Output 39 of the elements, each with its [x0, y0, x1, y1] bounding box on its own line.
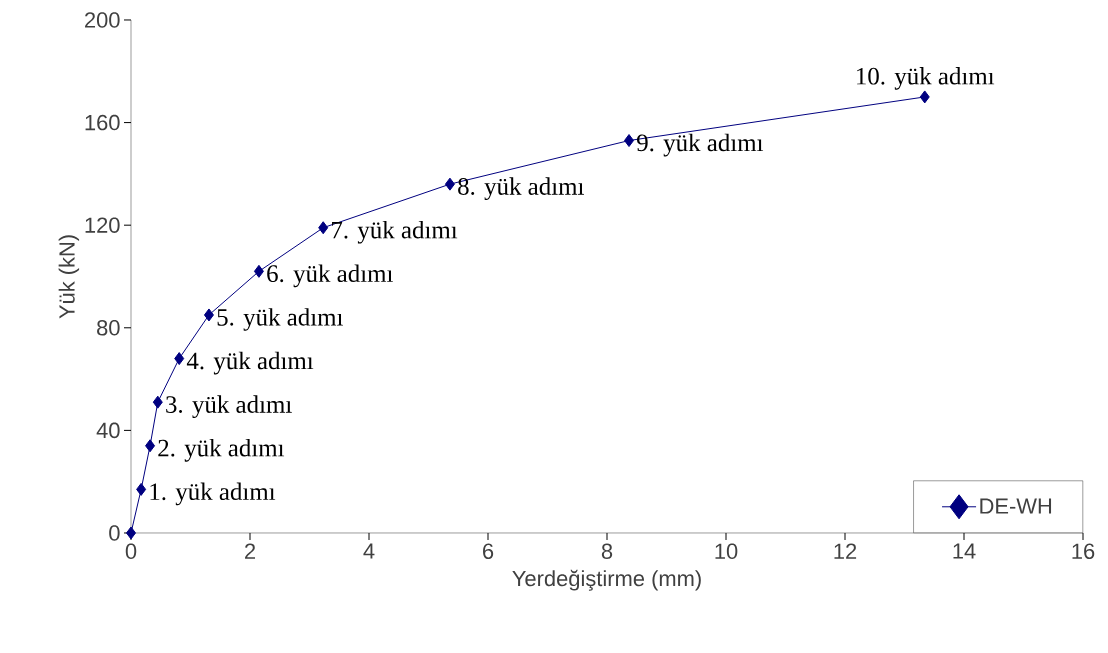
x-axis-title: Yerdeğiştirme (mm)	[512, 569, 701, 591]
y-axis-title: Yük (kN)	[58, 235, 80, 319]
point	[919, 90, 930, 104]
y-tick-label: 40	[96, 422, 120, 439]
point	[444, 177, 455, 191]
x-tick-label: 10	[715, 543, 738, 560]
x-tick-label: 6	[483, 543, 494, 560]
point	[253, 264, 264, 278]
point	[318, 221, 329, 235]
point	[126, 526, 137, 540]
x-tick-label: 16	[1072, 543, 1095, 560]
annotation: 5. yük adımı	[217, 308, 343, 331]
annotation: 10. yük adımı	[857, 67, 995, 90]
x-tick-label: 4	[363, 543, 375, 559]
annotation: 9. yük adımı	[637, 133, 764, 157]
point	[203, 308, 214, 322]
y-tick-label: 200	[85, 12, 120, 28]
y-tick-label: 80	[97, 320, 120, 336]
point	[136, 482, 147, 496]
annotation: 2. yük adımı	[158, 438, 285, 462]
point	[152, 395, 163, 409]
annotation: 3. yük adımı	[166, 395, 292, 419]
x-tick-label: 2	[245, 543, 256, 559]
legend-label: DE-WH	[980, 498, 1052, 514]
annotation: 4. yük adımı	[186, 351, 314, 375]
annotation: 8. yük adımı	[458, 177, 584, 200]
point	[174, 352, 185, 366]
x-tick-label: 0	[125, 543, 137, 560]
annotation: 7. yük adımı	[332, 220, 458, 244]
y-tick-label: 160	[85, 114, 120, 131]
annotation: 1. yük adımı	[150, 482, 276, 506]
point	[145, 439, 156, 453]
x-tick-label: 12	[834, 543, 857, 559]
annotation: 6. yük adımı	[267, 264, 393, 288]
x-tick-label: 8	[601, 543, 613, 560]
y-tick-label: 120	[85, 217, 120, 233]
y-tick-label: 0	[109, 525, 120, 541]
x-tick-label: 14	[953, 543, 976, 559]
point	[624, 134, 635, 148]
